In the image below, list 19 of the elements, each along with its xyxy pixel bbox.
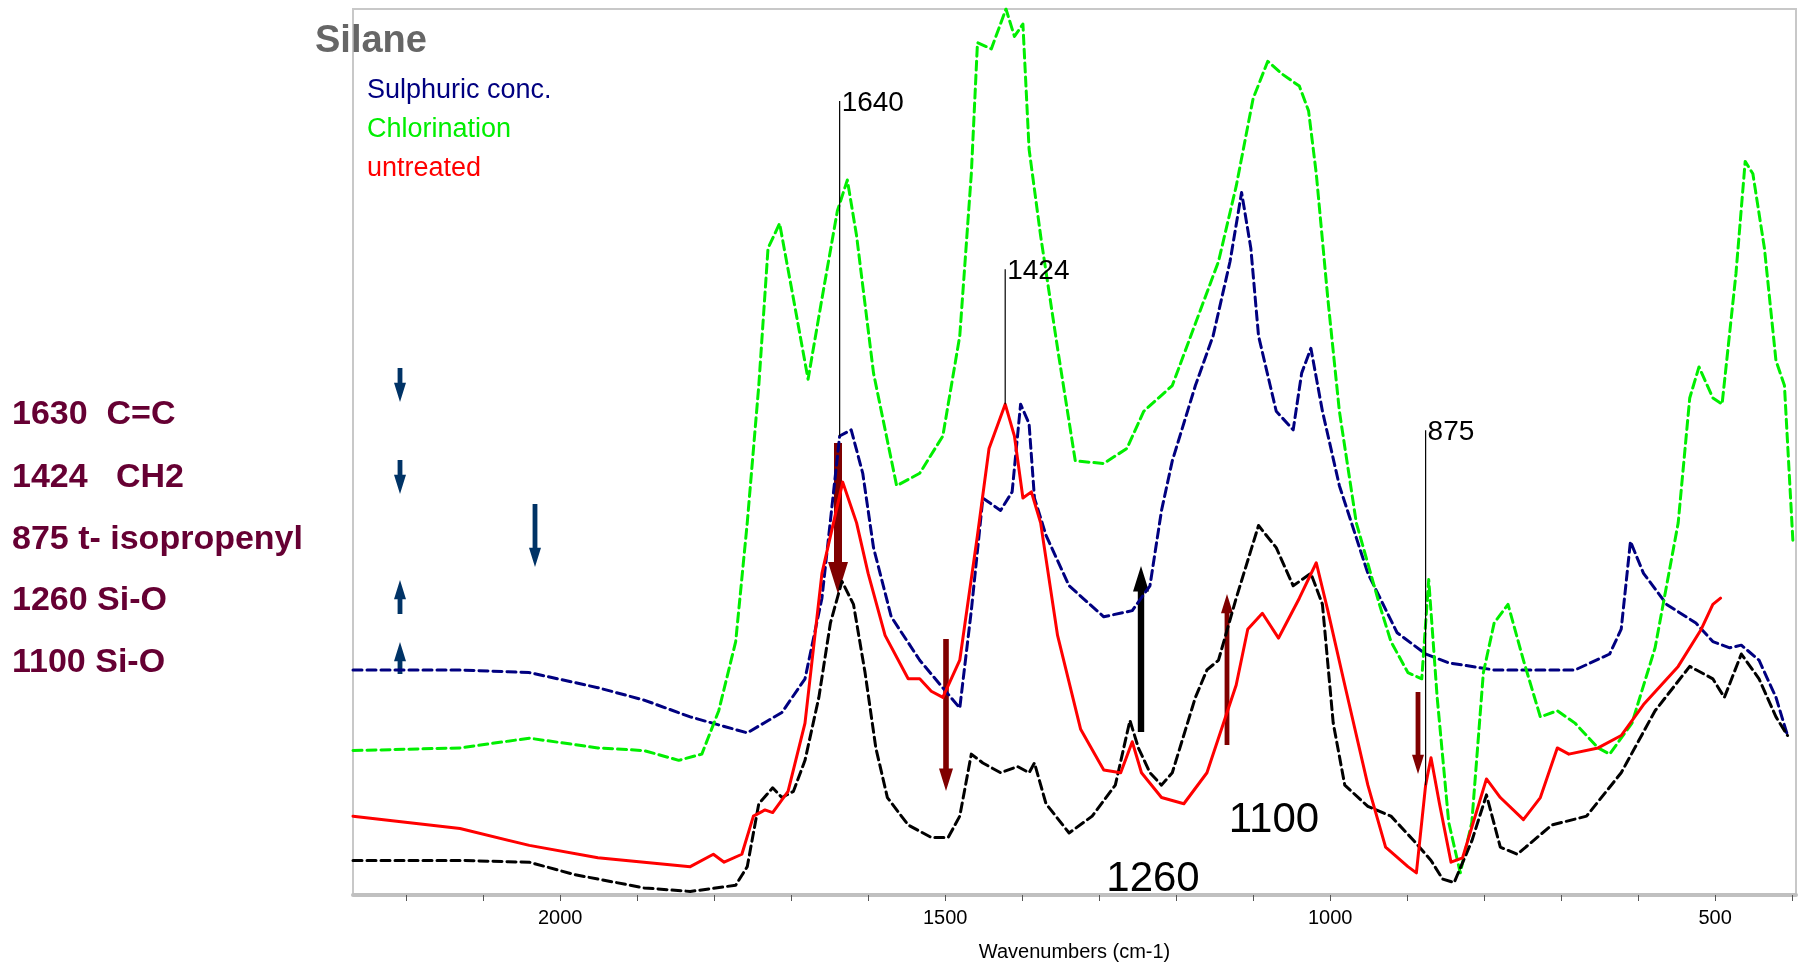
annotation: 1260 <box>1106 852 1200 900</box>
text: 875 t- isopropenyl <box>12 518 303 556</box>
x-tick-label: 1000 <box>1307 906 1353 928</box>
text: 1260 Si-O <box>12 579 167 617</box>
text: Chlorination <box>367 112 512 143</box>
annotation: 1424 <box>1007 253 1070 285</box>
annotation: 1640 <box>841 85 904 117</box>
x-tick-label: 1500 <box>922 906 968 928</box>
text: Sulphuric conc. <box>367 73 552 104</box>
x-tick-label: 2000 <box>537 906 583 928</box>
annotation: 1100 <box>1228 793 1320 841</box>
chart-title: Silane <box>315 18 427 60</box>
text: 1630 C=C <box>12 393 176 431</box>
x-tick-label: 500 <box>1698 906 1732 928</box>
annotation: 875 <box>1427 414 1475 446</box>
text: 1424 CH2 <box>12 456 184 494</box>
text: 1100 Si-O <box>12 641 166 679</box>
x-axis-title: Wavenumbers (cm-1) <box>978 940 1171 962</box>
text: untreated <box>367 151 482 182</box>
